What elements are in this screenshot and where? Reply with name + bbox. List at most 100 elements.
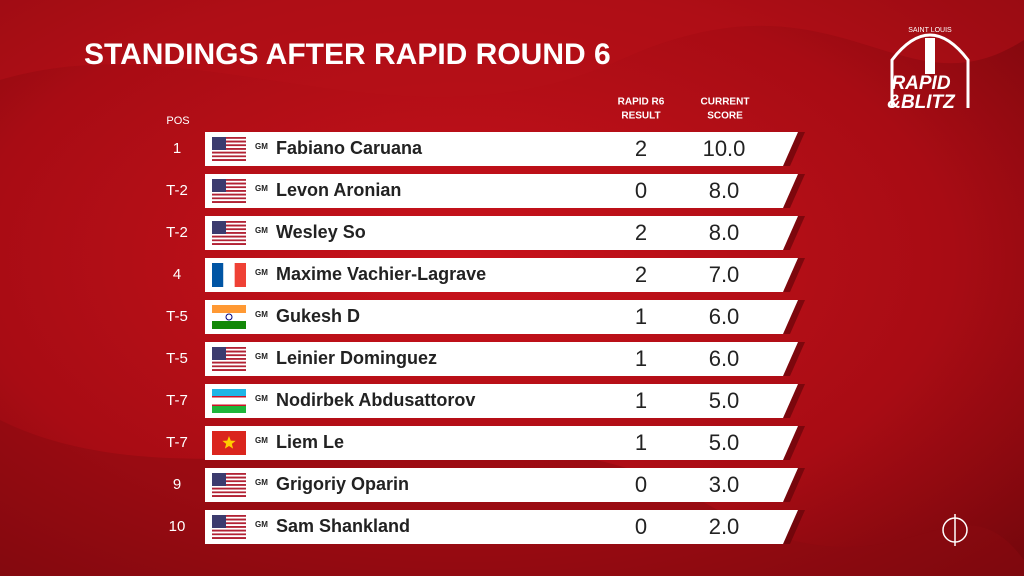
row-bar [205,510,798,544]
position: T-5 [166,350,188,367]
flag-canton [212,179,226,192]
standing-row: 4 GM Maxime Vachier-Lagrave 2 7.0 [173,258,805,292]
flag-stripe [212,535,246,538]
flag-stripe [212,179,246,181]
flag-stripe [212,243,246,245]
flag-stripe [212,485,246,488]
flag-stripe [212,146,246,149]
player-title: GM [255,520,268,529]
round-result: 2 [635,220,647,245]
row-bar [205,426,798,460]
flag-canton [212,515,226,528]
flag-stripe [212,347,246,349]
column-header: RESULT [621,111,660,122]
flag-stripe [212,190,246,192]
standing-row: T-2 GM Wesley So 2 8.0 [166,216,805,250]
logo-line: &BLITZ [887,92,956,113]
position: T-7 [166,434,188,451]
player-title: GM [255,436,268,445]
flag-stripe [212,537,246,539]
row-bar [205,258,798,292]
flag-stripe [212,182,246,185]
standing-row: T-5 GM Gukesh D 1 6.0 [166,300,805,334]
flag-stripe [212,348,246,351]
player-title: GM [255,310,268,319]
flag-stripe [212,489,246,492]
position: T-5 [166,308,188,325]
row-bar [205,384,798,418]
flag-band [212,321,246,329]
row-bar [205,216,798,250]
position: 1 [173,140,181,157]
flag-stripe [212,474,246,477]
current-score: 2.0 [709,514,740,539]
player-name: Nodirbek Abdusattorov [276,390,475,410]
flag-stripe [212,533,246,536]
flag-band [212,405,246,413]
flag-stripe [212,239,246,242]
flag-stripe [212,482,246,485]
flag-stripe [212,354,246,357]
flag-stripe [212,522,246,525]
flag-stripe [212,369,246,371]
round-result: 2 [635,262,647,287]
flag-stripe [212,518,246,521]
title: STANDINGS AFTER RAPID ROUND 6 [84,38,611,71]
flag-stripe [212,352,246,355]
flag-stripe [212,529,246,532]
flag-stripe [212,527,246,530]
pos-header: POS [166,115,189,127]
current-score: 8.0 [709,178,740,203]
row-bar [205,342,798,376]
round-result: 2 [635,136,647,161]
rows: 1 GM Fabiano Caruana 2 10.0 T-2 GM Levon Aronia… [166,132,805,544]
flag-stripe [212,226,246,229]
player-title: GM [255,394,268,403]
flag-stripe [212,235,246,238]
logo-arch [890,33,970,108]
flag-stripe [212,524,246,527]
current-score: 3.0 [709,472,740,497]
flag-canton [212,473,226,486]
flag-stripe [212,365,246,368]
player-title: GM [255,142,268,151]
player-name: Liem Le [276,432,344,452]
logo: SAINT LOUIS RAPID &BLITZ [887,27,970,113]
flag-stripe [212,148,246,150]
column-header: CURRENT [701,97,750,108]
flag-stripe [212,197,246,200]
flag [212,263,246,287]
flag-stripe [212,526,246,528]
flag [212,137,246,161]
flag [212,389,246,413]
flag-stripe [212,191,246,194]
round-result: 0 [635,472,647,497]
standing-row: 1 GM Fabiano Caruana 2 10.0 [173,132,805,166]
flag-stripe [212,476,246,479]
standing-row: 9 GM Grigoriy Oparin 0 3.0 [173,468,805,502]
flag-band [212,389,246,397]
player-name: Wesley So [276,222,366,242]
standing-row: 10 GM Sam Shankland 0 2.0 [169,510,805,544]
flag-stripe [212,151,246,154]
logo-top: SAINT LOUIS [908,27,952,34]
flag-stripe [212,230,246,233]
monogram [942,514,968,546]
flag-stripe [212,221,246,223]
flag-line [212,404,246,406]
standing-row: T-7 GM Nodirbek Abdusattorov 1 5.0 [166,384,805,418]
flag-stripe [212,515,246,517]
flag [212,305,246,329]
logo-line: RAPID [891,73,950,94]
flag-stripe [212,478,246,481]
flag-band [212,397,246,405]
flag-stripe [212,480,246,483]
flag-stripe [212,159,246,161]
round-result: 1 [635,430,647,455]
flag-stripe [212,493,246,496]
flag-stripe [212,222,246,225]
flag [212,515,246,539]
flag-stripe [212,358,246,360]
row-bar [205,132,798,166]
position: T-2 [166,224,188,241]
